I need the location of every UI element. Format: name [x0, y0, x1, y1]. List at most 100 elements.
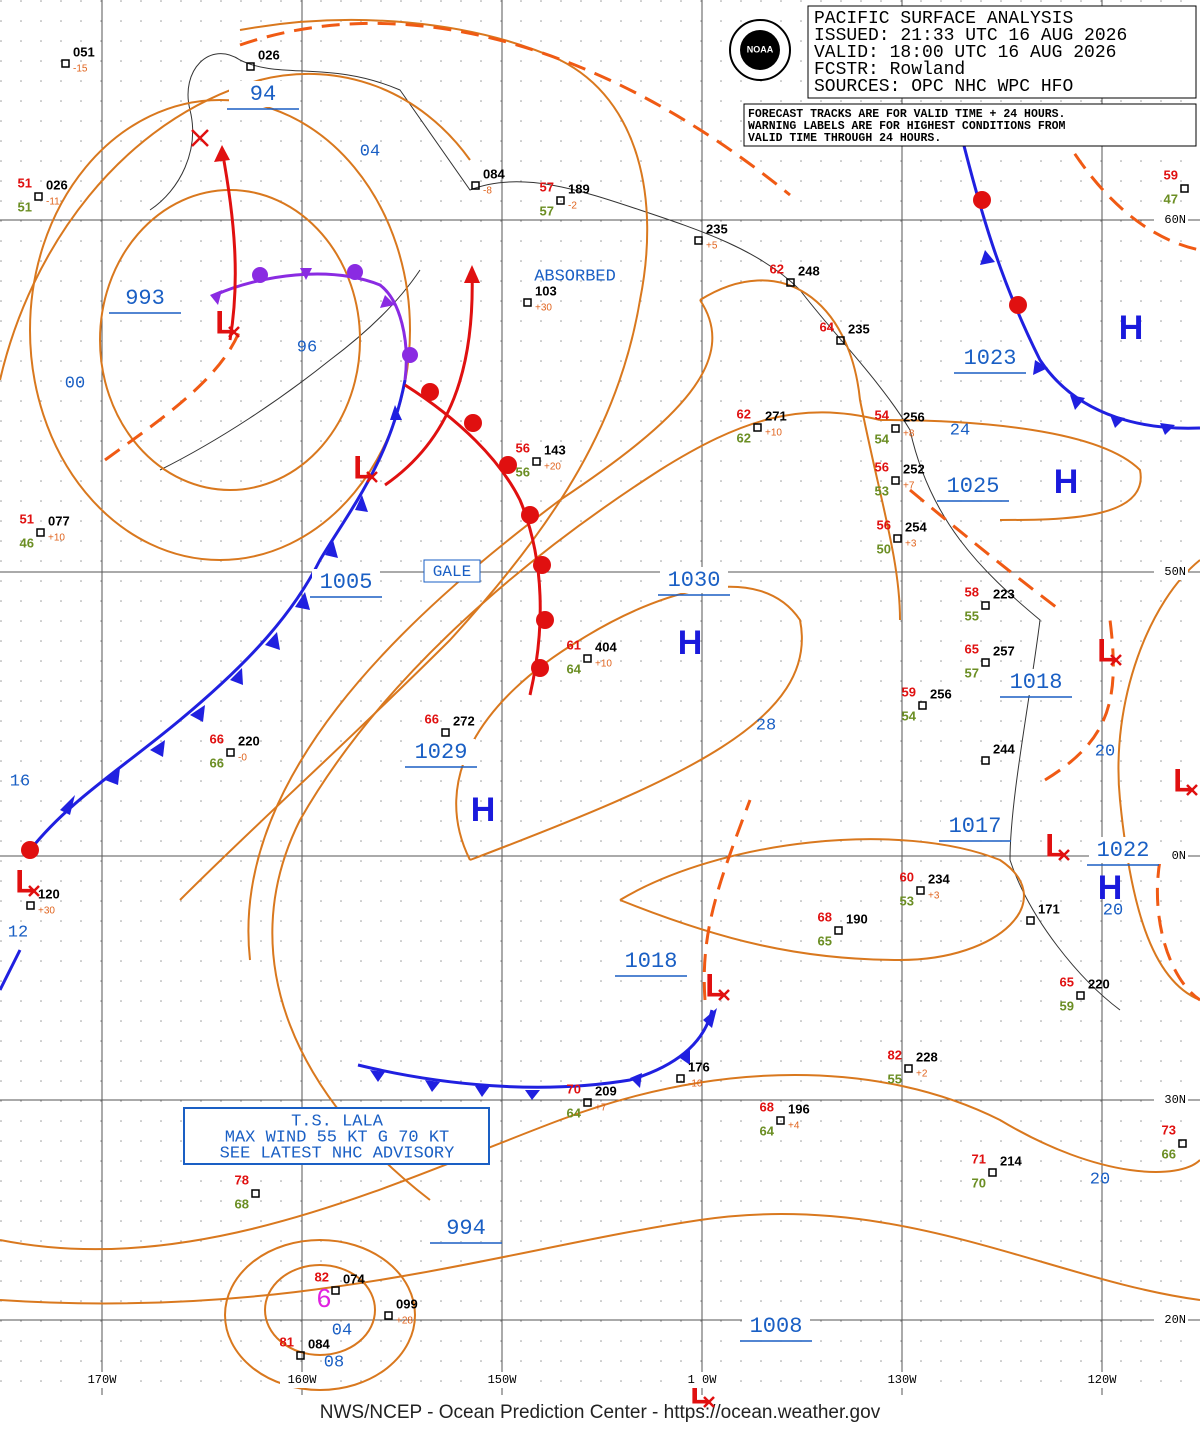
station-symbol — [981, 756, 990, 765]
station-symbol — [918, 701, 927, 710]
pressure-label: 1030 — [668, 568, 721, 593]
isobar-label: 12 — [8, 923, 28, 942]
lon-label-bg — [680, 1372, 724, 1388]
station-symbol — [981, 658, 990, 667]
station-tendency: +7 — [903, 481, 915, 492]
station-pressure: 248 — [798, 263, 820, 278]
station-pressure: 228 — [916, 1049, 938, 1064]
station-dewpoint: 62 — [737, 430, 751, 445]
station-temperature: 59 — [902, 684, 916, 699]
lon-label: 1 0W — [688, 1373, 718, 1387]
lon-label: 120W — [1088, 1373, 1118, 1387]
station-pressure: 214 — [1000, 1153, 1022, 1168]
notice-line: FORECAST TRACKS ARE FOR VALID TIME + 24 … — [748, 108, 1065, 121]
pressure-label: 1025 — [947, 474, 1000, 499]
station-symbol — [891, 424, 900, 433]
high-center: H — [678, 624, 703, 662]
station-symbol — [1178, 1139, 1187, 1148]
pressure-label-bg — [617, 948, 685, 974]
station-symbol — [34, 192, 43, 201]
pressure-label-bg — [111, 285, 179, 311]
station-tendency: +28 — [396, 1316, 413, 1327]
station-dewpoint: 64 — [567, 661, 582, 676]
station-symbol — [26, 901, 35, 910]
station-tendency: +4 — [788, 1121, 800, 1132]
pressure-label: 94 — [250, 82, 276, 107]
high-center: H — [1054, 463, 1079, 501]
station-tendency: -0 — [238, 753, 247, 764]
station-dewpoint: 51 — [18, 199, 32, 214]
station-symbol — [471, 181, 480, 190]
station-symbol — [61, 59, 70, 68]
pressure-label: 1018 — [625, 949, 678, 974]
station-pressure: 120 — [38, 886, 60, 901]
station-dewpoint: 54 — [875, 431, 890, 446]
station-temperature: 56 — [875, 459, 889, 474]
station-temperature: 70 — [567, 1081, 581, 1096]
station-temperature: 65 — [965, 641, 979, 656]
low-center: L — [1173, 762, 1193, 798]
station-temperature: 62 — [770, 261, 784, 276]
station-dewpoint: 64 — [760, 1123, 775, 1138]
lat-label: 60N — [1164, 213, 1186, 227]
isobar-label: 20 — [1095, 742, 1115, 761]
station-dewpoint: 55 — [888, 1071, 902, 1086]
low-center-x — [28, 885, 40, 897]
station-pressure: 209 — [595, 1083, 617, 1098]
station-dewpoint: 56 — [516, 464, 530, 479]
pressure-label: 1023 — [964, 346, 1017, 371]
lon-label-bg — [880, 1372, 924, 1388]
station-pressure: 143 — [544, 442, 566, 457]
station-tendency: +30 — [38, 906, 55, 917]
station-pressure: 220 — [238, 733, 260, 748]
station-pressure: 084 — [483, 166, 505, 181]
station-dewpoint: 57 — [965, 665, 979, 680]
lat-label-bg — [1154, 564, 1188, 580]
station-dewpoint: 46 — [20, 535, 34, 550]
station-symbol — [776, 1116, 785, 1125]
pressure-label: 1008 — [750, 1314, 803, 1339]
header-line: PACIFIC SURFACE ANALYSIS — [814, 9, 1073, 29]
station-temperature: 73 — [1162, 1122, 1176, 1137]
high-center: H — [1119, 309, 1144, 347]
lon-label-bg — [280, 1372, 324, 1388]
lon-label: 130W — [888, 1373, 918, 1387]
low-center: L — [15, 863, 35, 899]
footer-background — [0, 1395, 1200, 1433]
station-tendency: +5 — [706, 241, 718, 252]
station-symbol — [836, 336, 845, 345]
station-symbol — [532, 457, 541, 466]
station-pressure: 196 — [788, 1101, 810, 1116]
lon-label: 160W — [288, 1373, 318, 1387]
low-center-x — [1186, 784, 1198, 796]
low-center-x — [718, 989, 730, 1001]
lat-label: 30N — [1164, 1093, 1186, 1107]
station-pressure: 235 — [848, 321, 870, 336]
pressure-label: 1017 — [949, 814, 1002, 839]
station-pressure: 190 — [846, 911, 868, 926]
station-symbol — [834, 926, 843, 935]
station-dewpoint: 64 — [567, 1105, 582, 1120]
station-temperature: 66 — [210, 731, 224, 746]
logo-text: NOAA — [747, 44, 774, 54]
station-tendency: +3 — [905, 539, 917, 550]
pressure-label-bg — [742, 1313, 810, 1339]
station-pressure: 026 — [46, 177, 68, 192]
station-temperature: 61 — [567, 637, 581, 652]
station-temperature: 58 — [965, 584, 979, 599]
station-temperature: 54 — [875, 407, 890, 422]
station-temperature: 68 — [818, 909, 832, 924]
storm-icon: 6 — [317, 1283, 331, 1313]
station-pressure: 084 — [308, 1336, 330, 1351]
station-temperature: 64 — [820, 319, 835, 334]
advisory-box — [183, 1107, 490, 1165]
lat-label-bg — [1154, 1312, 1188, 1328]
pressure-label-bg — [956, 345, 1024, 371]
station-pressure: 404 — [595, 639, 617, 654]
lon-label-bg — [1080, 1372, 1124, 1388]
station-symbol — [753, 423, 762, 432]
station-pressure: 254 — [905, 519, 927, 534]
advisory-line: MAX WIND 55 KT G 70 KT — [225, 1128, 449, 1147]
lat-label: 20N — [1164, 1313, 1186, 1327]
